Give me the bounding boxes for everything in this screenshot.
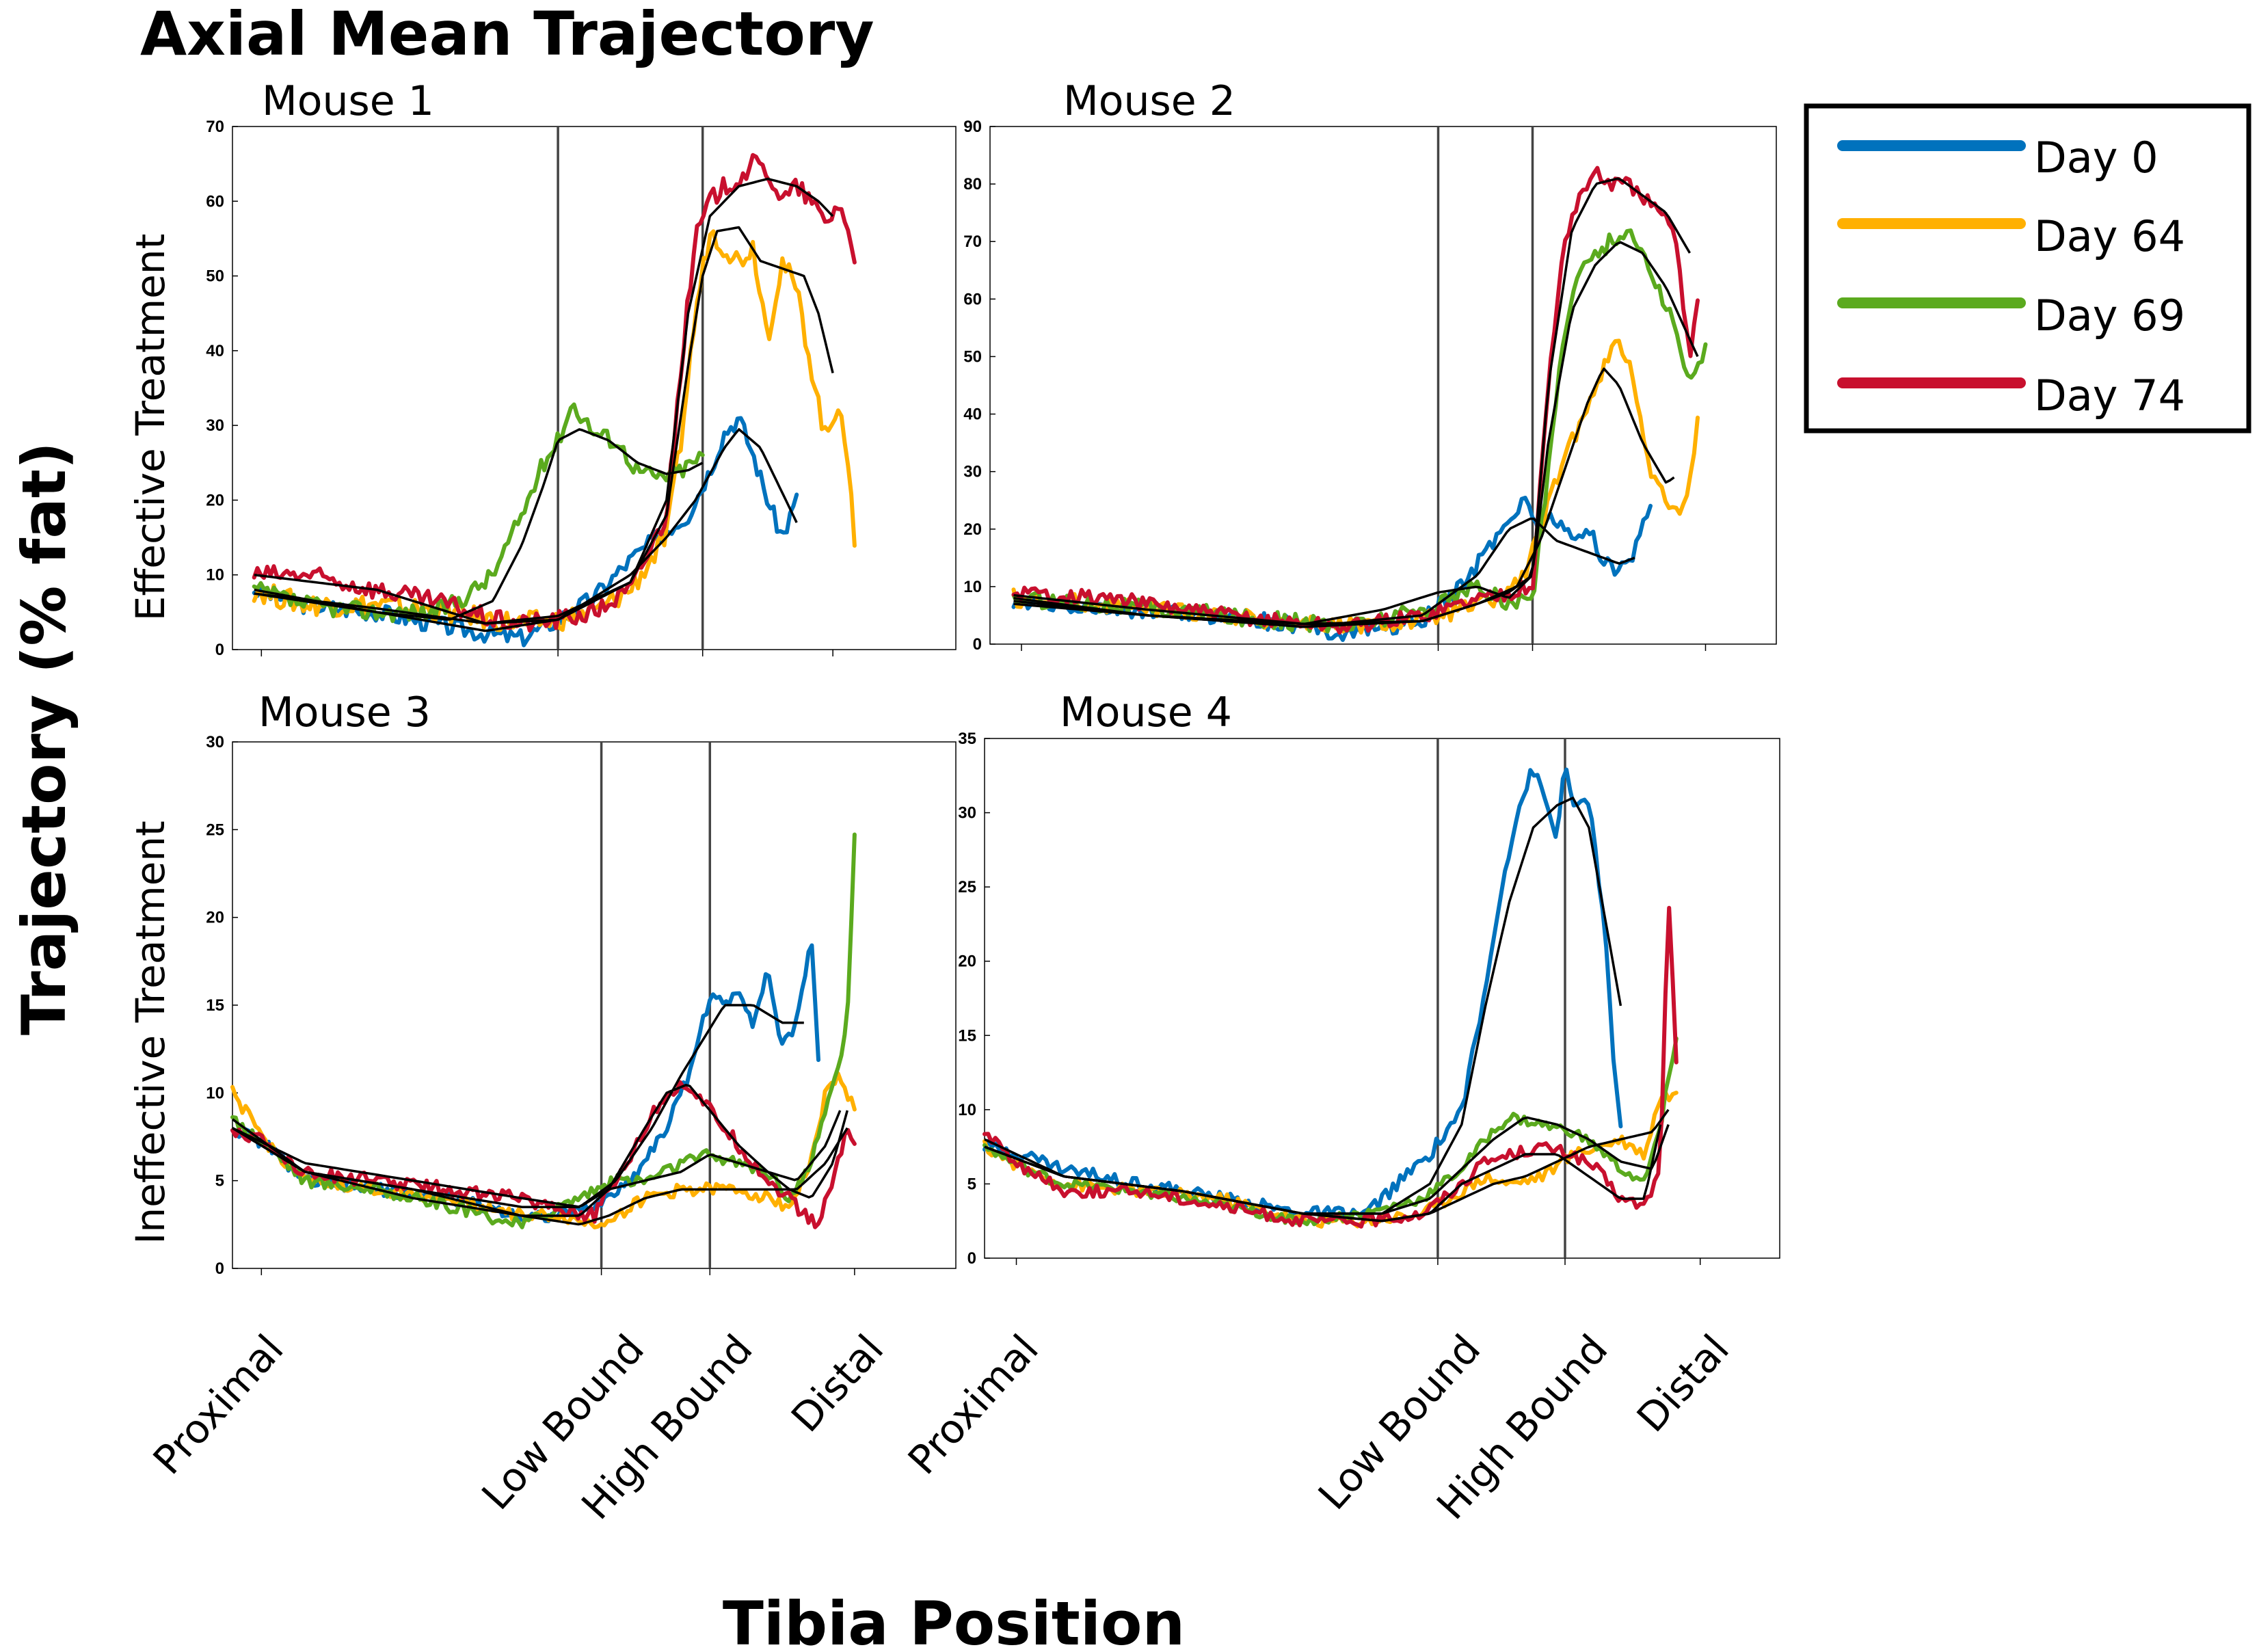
y-tick-label: 10: [963, 578, 982, 596]
position-label-distal: Distal: [1628, 1326, 1738, 1441]
y-tick-label: 40: [963, 405, 982, 424]
mean-curve: [232, 1127, 848, 1226]
mean-curve: [232, 1084, 848, 1208]
y-tick-label: 90: [963, 118, 982, 136]
y-tick-label: 20: [206, 909, 224, 927]
panel-title: Mouse 3: [258, 689, 431, 736]
plot-frame: [989, 126, 1777, 645]
legend-label: Day 0: [2034, 133, 2158, 183]
y-tick-label: 20: [963, 520, 982, 539]
y-tick-label: 10: [206, 566, 224, 585]
plot-frame: [984, 738, 1780, 1259]
series-line-day-74: [1011, 165, 1700, 635]
y-tick-label: 25: [958, 878, 976, 896]
y-tick-label: 25: [206, 821, 224, 839]
y-tick-label: 50: [963, 347, 982, 366]
series-line-day-74: [252, 152, 857, 633]
mean-curve: [1013, 367, 1675, 628]
y-tick-label: 15: [958, 1026, 976, 1045]
series-line-day-0: [983, 767, 1623, 1223]
legend-label: Day 69: [2034, 291, 2185, 341]
plot-frame: [232, 126, 957, 650]
y-tick-label: 20: [206, 491, 224, 509]
y-tick-label: 0: [215, 641, 224, 659]
legend-item-day-64: Day 64: [1837, 211, 2185, 261]
y-tick-label: 30: [963, 463, 982, 481]
panel-title: Mouse 2: [1063, 77, 1235, 125]
chart-panel-1: Mouse 1 0 10 20 30 40 50 60 70: [206, 77, 957, 659]
mean-curve: [1013, 177, 1692, 626]
series-line-day-74: [230, 1080, 857, 1229]
position-label-proximal: Proximal: [144, 1326, 293, 1483]
y-tick-label: 5: [967, 1175, 976, 1193]
y-tick-label: 0: [967, 1249, 976, 1268]
legend-item-day-74: Day 74: [1837, 371, 2185, 421]
position-label-proximal: Proximal: [899, 1326, 1047, 1483]
figure-title: Axial Mean Trajectory: [140, 0, 874, 69]
mean-curve: [254, 428, 704, 621]
legend-item-day-0: Day 0: [1837, 133, 2158, 183]
series-line-day-74: [983, 905, 1679, 1229]
series-line-day-69: [230, 832, 857, 1229]
mean-curve: [231, 1110, 842, 1217]
mean-curve: [1013, 241, 1699, 626]
y-axis-main-label: Trajectory (% fat): [9, 442, 79, 1035]
y-tick-label: 80: [963, 175, 982, 194]
legend: Day 0 Day 64 Day 69 Day 74: [1804, 103, 2251, 434]
chart-panel-2: Mouse 2 0 10 20 30 40 50 60 70 80 90: [963, 77, 1777, 654]
row-label-ineffective: Ineffective Treatment: [127, 821, 174, 1244]
y-tick-label: 40: [206, 342, 224, 360]
y-tick-label: 50: [206, 267, 224, 286]
mean-curve: [254, 177, 834, 625]
y-tick-label: 10: [206, 1084, 224, 1102]
y-tick-label: 0: [973, 635, 982, 654]
legend-label: Day 74: [2034, 371, 2185, 421]
y-tick-label: 60: [206, 192, 224, 211]
y-tick-label: 70: [963, 232, 982, 251]
y-tick-label: 30: [206, 733, 224, 751]
y-tick-label: 10: [958, 1101, 976, 1119]
mean-curve: [984, 1124, 1662, 1223]
y-tick-label: 5: [215, 1172, 224, 1190]
panel-title: Mouse 1: [262, 77, 434, 125]
y-tick-label: 30: [206, 416, 224, 435]
chart-panel-3: Mouse 3 0 5 10 15 20 25 30: [206, 689, 957, 1278]
series-line-day-64: [983, 1090, 1679, 1229]
series-line-day-64: [252, 229, 857, 632]
series-line-day-69: [1011, 228, 1708, 634]
series-line-day-69: [252, 402, 705, 624]
position-label-distal: Distal: [782, 1326, 892, 1441]
legend-label: Day 64: [2034, 211, 2185, 261]
y-tick-label: 30: [958, 804, 976, 823]
row-label-effective: Effective Treatment: [127, 234, 174, 622]
y-tick-label: 20: [958, 952, 976, 971]
y-tick-label: 15: [206, 996, 224, 1015]
mean-curve: [984, 797, 1622, 1215]
y-tick-label: 35: [958, 730, 976, 748]
y-tick-label: 0: [215, 1260, 224, 1278]
y-tick-label: 70: [206, 118, 224, 136]
chart-panel-4: Mouse 4 0 5 10 15 20 25 30 35: [958, 689, 1780, 1268]
mean-curve: [254, 226, 834, 625]
panel-title: Mouse 4: [1060, 689, 1232, 736]
legend-frame: [1804, 103, 2251, 434]
legend-item-day-69: Day 69: [1837, 291, 2185, 341]
y-tick-label: 60: [963, 290, 982, 308]
x-axis-main-label: Tibia Position: [723, 1588, 1185, 1652]
